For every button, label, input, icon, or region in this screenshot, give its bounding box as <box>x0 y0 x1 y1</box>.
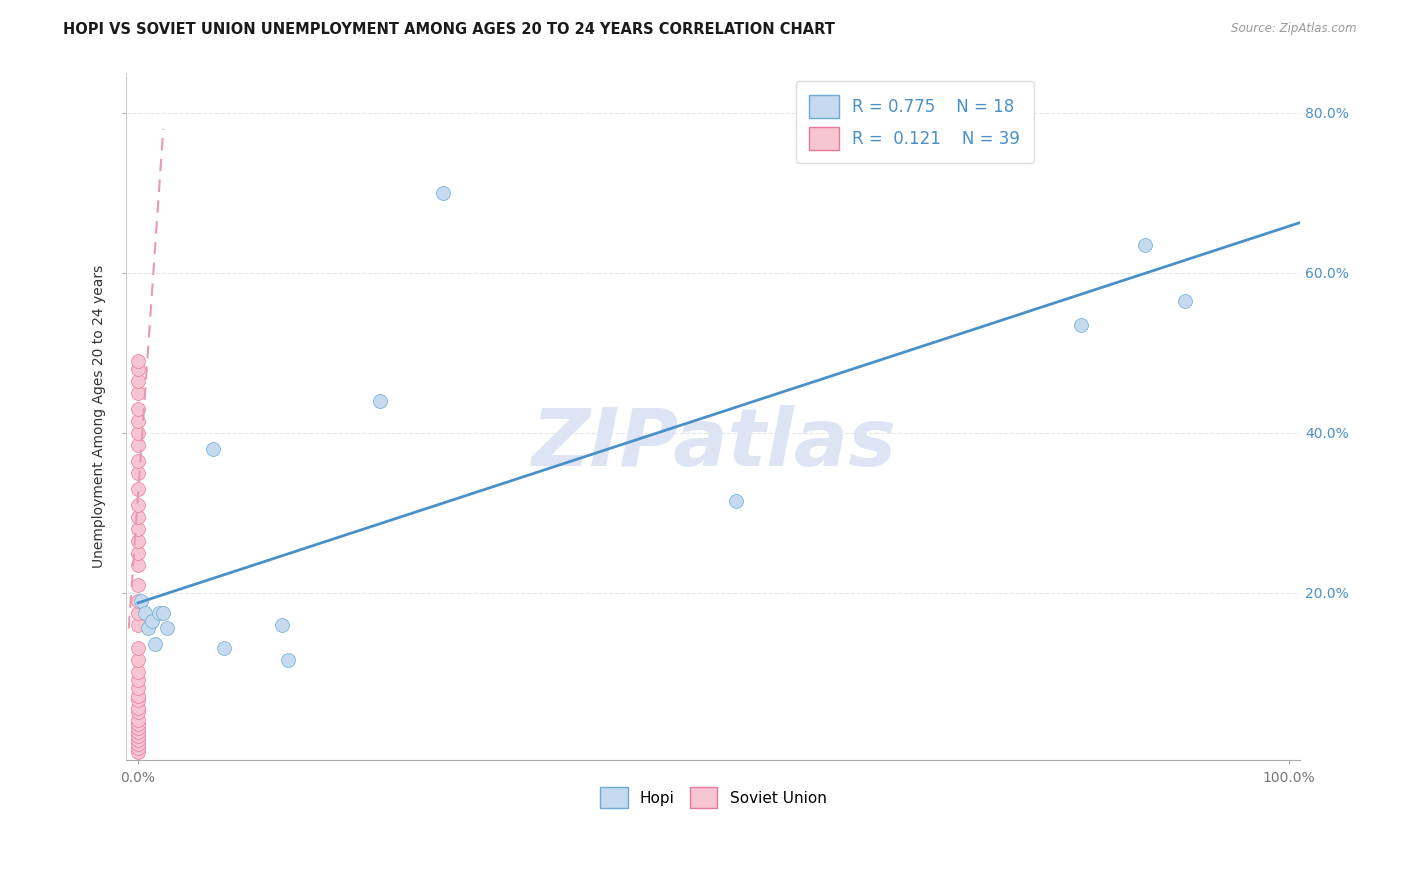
Text: Source: ZipAtlas.com: Source: ZipAtlas.com <box>1232 22 1357 36</box>
Point <box>127 577 149 591</box>
Point <box>127 722 149 736</box>
Point <box>1174 293 1197 308</box>
Point <box>277 653 299 667</box>
Point <box>127 738 149 752</box>
Text: HOPI VS SOVIET UNION UNEMPLOYMENT AMONG AGES 20 TO 24 YEARS CORRELATION CHART: HOPI VS SOVIET UNION UNEMPLOYMENT AMONG … <box>63 22 835 37</box>
Point <box>127 361 149 376</box>
Point <box>127 453 149 467</box>
Point <box>127 665 149 680</box>
Point <box>127 414 149 428</box>
Point <box>127 701 149 715</box>
Point <box>127 509 149 524</box>
Point <box>127 681 149 696</box>
Point <box>127 385 149 400</box>
Point <box>127 437 149 451</box>
Point <box>127 673 149 688</box>
Point <box>432 186 454 200</box>
Point <box>141 614 163 628</box>
Text: ZIPatlas: ZIPatlas <box>531 405 896 483</box>
Point <box>127 606 149 620</box>
Point <box>127 653 149 667</box>
Point <box>214 641 236 656</box>
Point <box>127 617 149 632</box>
Point <box>148 606 170 620</box>
Point <box>127 593 149 607</box>
Point <box>156 622 179 636</box>
Point <box>127 522 149 536</box>
Point <box>127 401 149 416</box>
Point <box>127 558 149 572</box>
Point <box>368 393 391 408</box>
Point <box>270 617 292 632</box>
Point <box>201 442 224 456</box>
Point <box>725 493 748 508</box>
Point <box>127 693 149 707</box>
Point <box>1070 318 1092 332</box>
Point <box>127 714 149 728</box>
Point <box>127 717 149 731</box>
Point <box>127 498 149 512</box>
Point <box>127 725 149 739</box>
Point <box>127 425 149 440</box>
Point <box>127 741 149 756</box>
Point <box>127 641 149 656</box>
Point <box>127 733 149 747</box>
Point <box>127 482 149 496</box>
Point <box>127 374 149 388</box>
Point <box>127 466 149 480</box>
Point <box>127 690 149 704</box>
Point <box>127 745 149 759</box>
Point <box>127 730 149 744</box>
Point <box>127 706 149 720</box>
Point <box>152 606 174 620</box>
Legend: Hopi, Soviet Union: Hopi, Soviet Union <box>593 780 832 814</box>
Point <box>1133 237 1156 252</box>
Point <box>143 638 166 652</box>
Point <box>131 593 153 607</box>
Point <box>136 622 159 636</box>
Point <box>127 545 149 559</box>
Point <box>127 533 149 548</box>
Point <box>134 606 156 620</box>
Y-axis label: Unemployment Among Ages 20 to 24 years: Unemployment Among Ages 20 to 24 years <box>93 265 107 568</box>
Point <box>127 353 149 368</box>
